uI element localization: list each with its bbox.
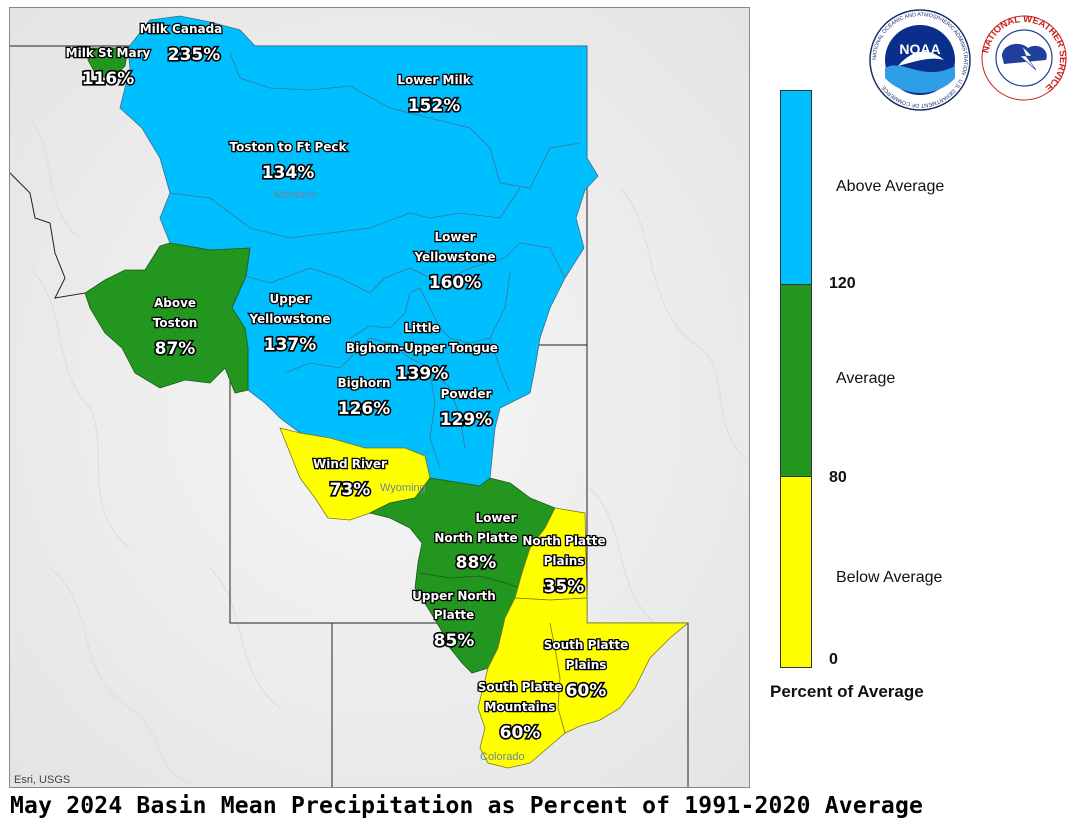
pct-bighorn: 126% <box>338 399 391 419</box>
label-wind-river: Wind River <box>313 457 387 471</box>
page-title: May 2024 Basin Mean Precipitation as Per… <box>10 793 924 819</box>
label-little-bighorn-2: Bighorn-Upper Tongue <box>346 341 498 355</box>
label-lower-north-platte-1: Lower <box>475 511 516 525</box>
basin-milk-st-mary[interactable] <box>87 47 129 81</box>
label-bighorn: Bighorn <box>337 376 390 390</box>
north-platte-divider <box>419 572 521 589</box>
pct-upper-north-platte: 85% <box>434 631 475 651</box>
legend-break-120: 120 <box>829 275 856 292</box>
pct-little-bighorn-upper-tongue: 139% <box>396 364 449 384</box>
basin-above-toston[interactable] <box>84 242 251 394</box>
legend-swatch-above-average <box>780 90 812 286</box>
pct-milk-canada: 235% <box>168 45 221 65</box>
legend-label-below-average: Below Average <box>836 569 943 586</box>
pct-south-platte-mountains: 60% <box>500 723 541 743</box>
legend-label-average: Average <box>836 370 896 387</box>
legend-break-80: 80 <box>829 469 847 486</box>
legend-swatch-average <box>780 284 812 478</box>
label-north-platte-plains-1: North Platte <box>522 534 605 548</box>
label-north-platte-plains-2: Plains <box>544 554 585 568</box>
south-platte-divider <box>549 622 566 734</box>
label-lower-north-platte-2: North Platte <box>434 531 517 545</box>
state-label-wyoming: Wyoming <box>380 482 426 494</box>
basin-map[interactable]: Montana Wyoming Colorado Esri, USGS Milk… <box>10 8 749 787</box>
pct-powder: 129% <box>440 410 493 430</box>
label-upper-north-platte-2: Platte <box>434 608 475 622</box>
pct-above-toston: 87% <box>155 339 196 359</box>
label-upper-north-platte-1: Upper North <box>412 589 496 603</box>
pct-lower-yellowstone: 160% <box>429 273 482 293</box>
label-above-toston-1: Above <box>154 296 196 310</box>
label-upper-yellowstone-1: Upper <box>270 292 311 306</box>
legend: Above Average Average Below Average 120 … <box>770 90 1070 720</box>
legend-label-above-average: Above Average <box>836 178 945 195</box>
label-little-bighorn-1: Little <box>404 321 439 335</box>
terrain-hatching <box>29 117 746 784</box>
label-powder: Powder <box>441 387 492 401</box>
pct-upper-yellowstone: 137% <box>264 335 317 355</box>
legend-break-0: 0 <box>829 651 838 668</box>
noaa-logo-text: NOAA <box>899 41 940 57</box>
state-label-montana: Montana <box>274 189 318 201</box>
label-lower-milk: Lower Milk <box>397 73 471 87</box>
label-south-platte-mountains-2: Mountains <box>485 700 556 714</box>
noaa-logo: NOAA NATIONAL OCEANIC AND ATMOSPHERIC AD… <box>868 8 972 112</box>
label-milk-canada: Milk Canada <box>140 22 223 36</box>
label-south-platte-plains-1: South Platte <box>544 638 629 652</box>
pct-lower-north-platte: 88% <box>456 553 497 573</box>
label-south-platte-mountains-1: South Platte <box>478 680 563 694</box>
nws-logo: NATIONAL WEATHER SERVICE <box>980 6 1068 110</box>
pct-south-platte-plains: 60% <box>566 681 607 701</box>
label-above-toston-2: Toston <box>153 316 198 330</box>
label-lower-yellowstone-2: Yellowstone <box>413 250 495 264</box>
pct-toston-to-ft-peck: 134% <box>262 163 315 183</box>
label-upper-yellowstone-2: Yellowstone <box>248 312 330 326</box>
label-toston-to-ft-peck: Toston to Ft Peck <box>230 140 348 154</box>
label-milk-st-mary: Milk St Mary <box>66 46 151 60</box>
map-frame[interactable]: Montana Wyoming Colorado Esri, USGS Milk… <box>9 7 750 788</box>
state-label-colorado: Colorado <box>480 751 525 763</box>
basin-north-platte[interactable] <box>368 477 556 674</box>
label-south-platte-plains-2: Plains <box>566 658 607 672</box>
legend-title: Percent of Average <box>770 682 924 701</box>
map-credit: Esri, USGS <box>14 774 70 786</box>
basin-boundaries <box>169 52 581 469</box>
pct-milk-st-mary: 116% <box>82 69 135 89</box>
pct-lower-milk: 152% <box>408 96 461 116</box>
legend-swatch-below-average <box>780 476 812 668</box>
pct-wind-river: 73% <box>330 480 371 500</box>
pct-north-platte-plains: 35% <box>544 577 585 597</box>
label-lower-yellowstone-1: Lower <box>434 230 475 244</box>
basin-labels: Milk Canada 235% Milk St Mary 116% Lower… <box>64 21 629 745</box>
